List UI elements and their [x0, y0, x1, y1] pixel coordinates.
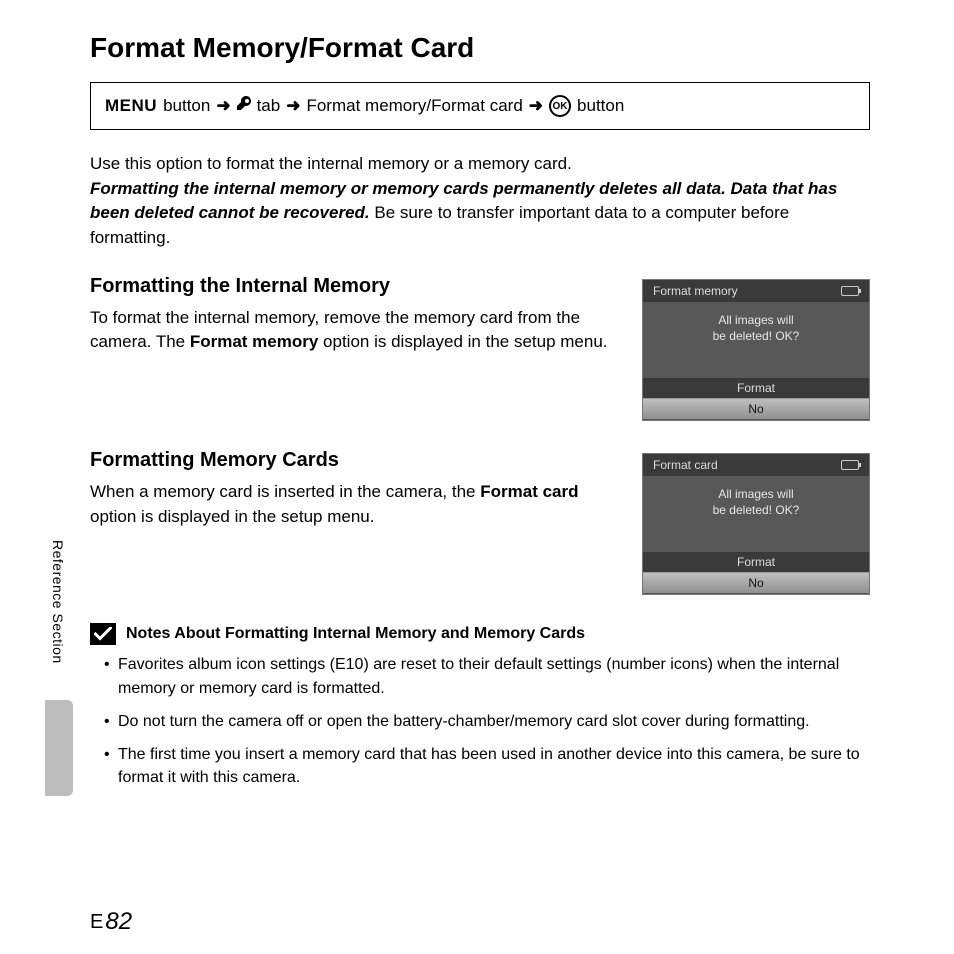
- intro-line: Use this option to format the internal m…: [90, 154, 572, 173]
- lcd-option-format: Format: [643, 378, 869, 398]
- note-item: Favorites album icon settings (E10) are …: [104, 653, 870, 699]
- menu-button-label: MENU: [105, 96, 157, 116]
- lcd-title: Format memory: [653, 284, 738, 298]
- bold-term: Format card: [480, 482, 578, 501]
- lcd-option-format: Format: [643, 552, 869, 572]
- text: button: [163, 96, 210, 116]
- lcd-message: All images will be deleted! OK?: [643, 476, 869, 552]
- ok-button-icon: OK: [549, 95, 571, 117]
- lcd-title: Format card: [653, 458, 718, 472]
- section-body: When a memory card is inserted in the ca…: [90, 480, 614, 529]
- page-title: Format Memory/Format Card: [90, 32, 870, 64]
- note-item: The first time you insert a memory card …: [104, 743, 870, 789]
- lcd-option-no-selected: No: [643, 398, 869, 420]
- battery-icon: [841, 460, 859, 470]
- check-icon: [90, 623, 116, 645]
- nav-path-text: Format memory/Format card: [306, 96, 522, 116]
- arrow-icon: ➜: [216, 96, 230, 116]
- notes-block: Notes About Formatting Internal Memory a…: [90, 623, 870, 789]
- battery-icon: [841, 286, 859, 296]
- page-ref: E10: [335, 656, 363, 673]
- page-number: E82: [90, 908, 132, 936]
- arrow-icon: ➜: [286, 96, 300, 116]
- page-number-value: 82: [105, 908, 132, 936]
- section-tab-label: Reference Section: [50, 540, 66, 664]
- section-body: To format the internal memory, remove th…: [90, 306, 614, 355]
- note-item: Do not turn the camera off or open the b…: [104, 710, 870, 733]
- camera-screen-format-card: Format card All images will be deleted! …: [642, 453, 870, 595]
- section-heading: Formatting Memory Cards: [90, 449, 614, 472]
- lcd-message: All images will be deleted! OK?: [643, 302, 869, 378]
- manual-page: Format Memory/Format Card MENU button ➜ …: [0, 0, 954, 954]
- bold-term: Format memory: [190, 332, 318, 351]
- text: tab: [257, 96, 281, 116]
- camera-screen-format-memory: Format memory All images will be deleted…: [642, 279, 870, 421]
- text: button: [577, 96, 624, 116]
- notes-heading: Notes About Formatting Internal Memory a…: [126, 625, 585, 643]
- intro-paragraph: Use this option to format the internal m…: [90, 152, 870, 251]
- navigation-path-box: MENU button ➜ tab ➜ Format memory/Format…: [90, 82, 870, 130]
- section-glyph-icon: E: [90, 911, 103, 934]
- section-internal-memory: Formatting the Internal Memory To format…: [90, 275, 870, 421]
- section-tab-stub: [45, 700, 73, 796]
- lcd-option-no-selected: No: [643, 572, 869, 594]
- wrench-icon: [237, 96, 251, 117]
- section-memory-cards: Formatting Memory Cards When a memory ca…: [90, 449, 870, 595]
- section-heading: Formatting the Internal Memory: [90, 275, 614, 298]
- arrow-icon: ➜: [529, 96, 543, 116]
